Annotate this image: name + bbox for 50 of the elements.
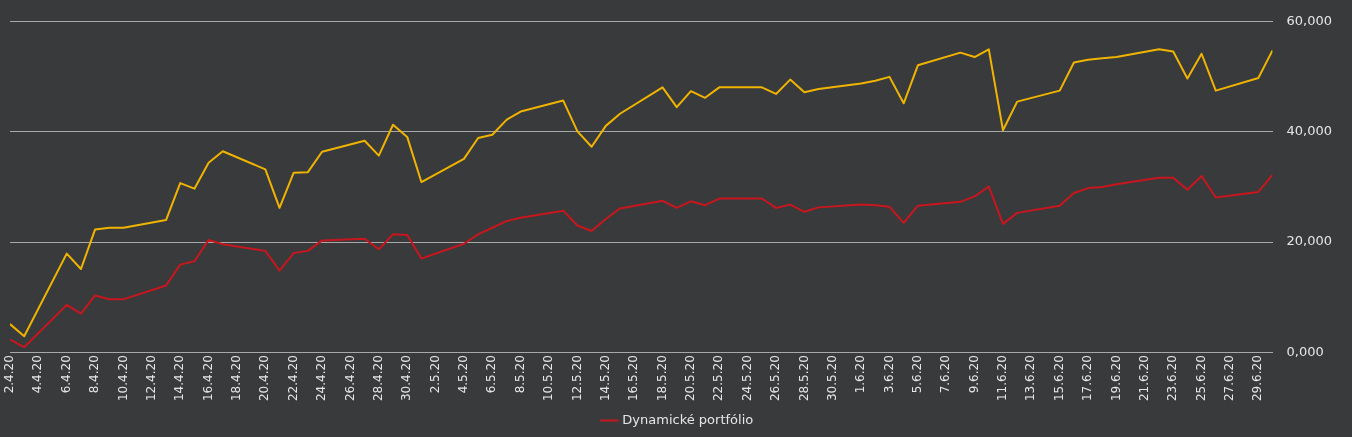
x-tick-label: 6.4.20 <box>58 355 73 394</box>
x-tick-label: 8.4.20 <box>87 355 102 394</box>
x-tick-label: 14.4.20 <box>172 355 187 402</box>
x-tick-label: 12.5.20 <box>569 355 584 402</box>
x-tick-label: 9.6.20 <box>966 355 981 394</box>
x-tick-label: 3.6.20 <box>881 355 896 394</box>
x-tick-label: 2.4.20 <box>2 355 17 394</box>
x-tick-label: 25.6.20 <box>1193 355 1208 402</box>
x-tick-label: 30.5.20 <box>824 355 839 402</box>
x-tick-label: 22.5.20 <box>711 355 726 402</box>
x-tick-label: 2.5.20 <box>427 355 442 394</box>
x-tick-label: 11.6.20 <box>995 355 1010 402</box>
x-tick-label: 1.6.20 <box>853 355 868 394</box>
y-tick-label: 60,000 <box>1286 13 1333 29</box>
x-tick-label: 27.6.20 <box>1222 355 1237 402</box>
x-tick-label: 18.5.20 <box>654 355 669 402</box>
x-tick-label: 12.4.20 <box>143 355 158 402</box>
x-tick-label: 28.5.20 <box>796 355 811 402</box>
y-tick-label: 40,000 <box>1286 123 1333 139</box>
x-tick-label: 7.6.20 <box>938 355 953 394</box>
x-tick-label: 23.6.20 <box>1165 355 1180 402</box>
x-tick-label: 28.4.20 <box>370 355 385 402</box>
x-tick-label: 20.4.20 <box>257 355 272 402</box>
x-tick-label: 6.5.20 <box>484 355 499 394</box>
x-tick-label: 17.6.20 <box>1080 355 1095 402</box>
x-tick-label: 10.5.20 <box>541 355 556 402</box>
x-tick-label: 15.6.20 <box>1051 355 1066 402</box>
x-tick-label: 10.4.20 <box>115 355 130 402</box>
y-tick-label: 0,000 <box>1286 343 1324 359</box>
x-tick-label: 13.6.20 <box>1023 355 1038 402</box>
x-tick-label: 26.5.20 <box>768 355 783 402</box>
x-tick-label: 20.5.20 <box>683 355 698 402</box>
x-tick-label: 18.4.20 <box>229 355 244 402</box>
legend-label: Dynamické portfólio <box>622 411 754 427</box>
x-tick-label: 19.6.20 <box>1108 355 1123 402</box>
x-tick-label: 16.4.20 <box>200 355 215 402</box>
x-tick-label: 21.6.20 <box>1136 355 1151 402</box>
x-tick-label: 24.5.20 <box>739 355 754 402</box>
x-tick-label: 14.5.20 <box>597 355 612 402</box>
x-tick-label: 24.4.20 <box>314 355 329 402</box>
x-tick-label: 30.4.20 <box>399 355 414 402</box>
x-tick-label: 29.6.20 <box>1250 355 1265 402</box>
x-tick-label: 8.5.20 <box>512 355 527 394</box>
x-tick-label: 22.4.20 <box>285 355 300 402</box>
x-tick-label: 5.6.20 <box>910 355 924 394</box>
x-tick-label: 16.5.20 <box>626 355 641 402</box>
x-tick-label: 4.4.20 <box>30 355 45 394</box>
y-tick-label: 20,000 <box>1286 233 1333 249</box>
x-tick-label: 4.5.20 <box>456 355 471 394</box>
x-tick-label: 26.4.20 <box>342 355 357 402</box>
